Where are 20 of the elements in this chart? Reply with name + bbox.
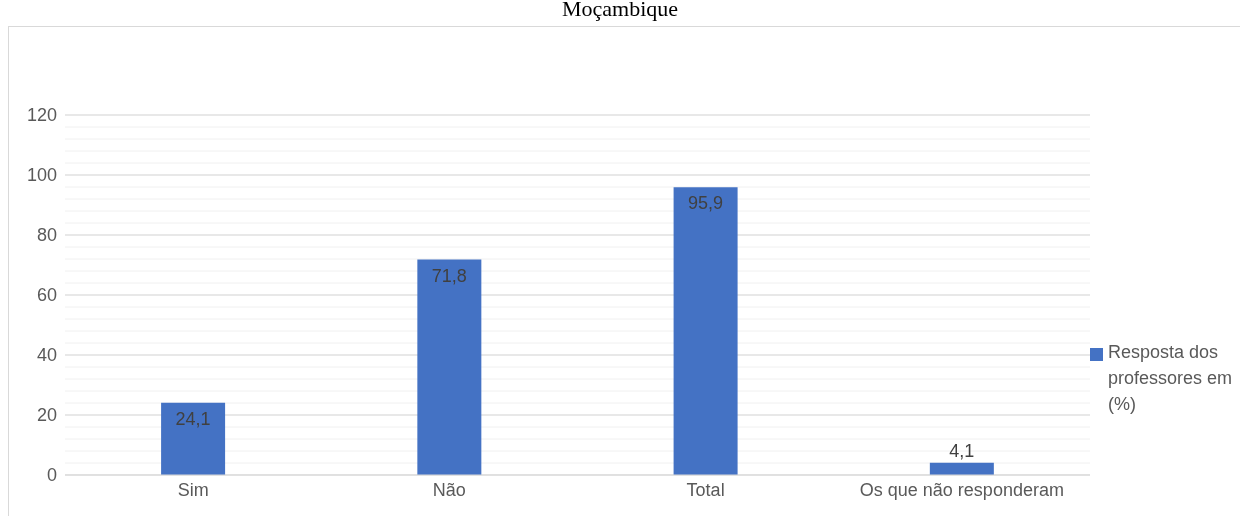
y-tick-label: 60 [36,285,57,306]
bar [417,259,482,475]
y-tick-label: 0 [46,465,57,486]
y-tick-label: 20 [36,405,57,426]
data-label: 24,1 [175,408,211,429]
x-tick-label: Sim [177,479,209,500]
data-label: 95,9 [688,193,724,214]
x-tick-label: Os que não responderam [859,479,1064,500]
data-label: 4,1 [949,440,975,461]
y-tick-label: 100 [26,165,57,186]
y-tick-label: 120 [26,105,57,126]
chart-title: Moçambique [560,0,680,22]
x-tick-label: Total [686,479,725,500]
legend-label: Resposta dos professores em (%) [1108,341,1234,416]
y-tick-label: 80 [36,225,57,246]
x-tick-label: Não [432,479,466,500]
bar [673,187,738,475]
data-label: 71,8 [431,265,467,286]
bar [161,402,226,475]
y-tick-label: 40 [36,345,57,366]
